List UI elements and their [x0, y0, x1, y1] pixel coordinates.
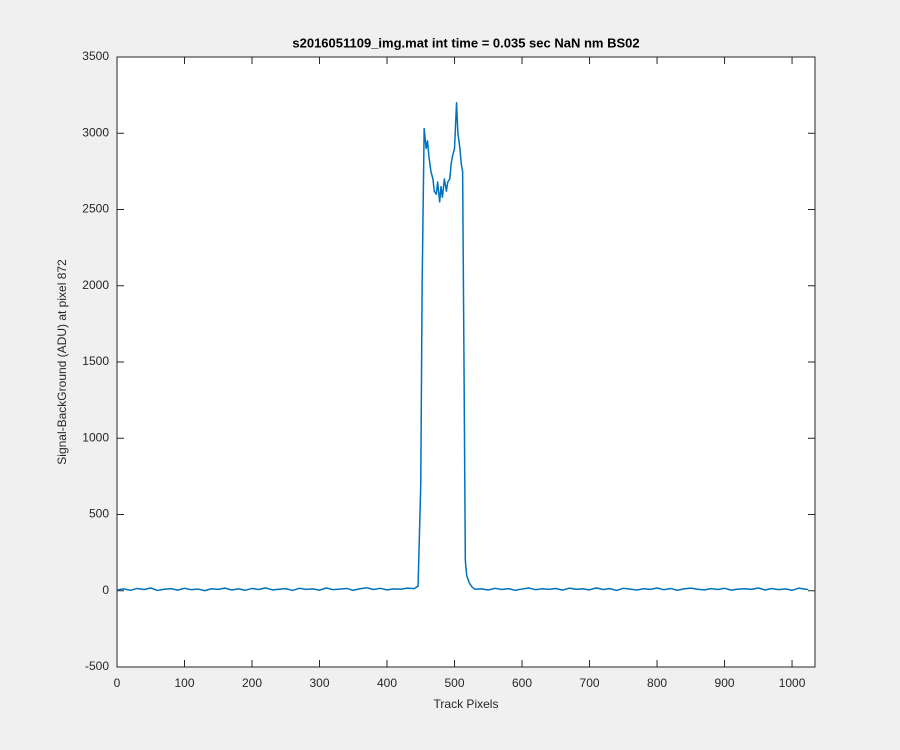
- x-tick-label: 900: [715, 676, 735, 690]
- y-tick-label: 500: [89, 507, 109, 521]
- x-axis-label: Track Pixels: [434, 697, 499, 711]
- y-tick-label: 2500: [82, 202, 109, 216]
- x-tick-label: 500: [445, 676, 465, 690]
- y-tick-label: 3500: [82, 49, 109, 63]
- y-tick-label: 0: [102, 583, 109, 597]
- y-axis-label: Signal-BackGround (ADU) at pixel 872: [55, 259, 69, 465]
- data-line: [116, 102, 809, 592]
- x-tick-label: 0: [114, 676, 121, 690]
- x-tick-label: 800: [647, 676, 667, 690]
- y-tick-label: 1500: [82, 354, 109, 368]
- y-tick-label: 3000: [82, 125, 109, 139]
- y-tick-label: 1000: [82, 430, 109, 444]
- y-tick-label: -500: [85, 659, 109, 673]
- y-tick-label: 2000: [82, 278, 109, 292]
- x-tick-label: 400: [377, 676, 397, 690]
- x-tick-label: 600: [512, 676, 532, 690]
- x-tick-label: 200: [242, 676, 262, 690]
- x-tick-label: 300: [309, 676, 329, 690]
- x-tick-label: 1000: [779, 676, 806, 690]
- x-tick-label: 700: [580, 676, 600, 690]
- chart-title: s2016051109_img.mat int time = 0.035 sec…: [292, 35, 639, 50]
- x-tick-label: 100: [174, 676, 194, 690]
